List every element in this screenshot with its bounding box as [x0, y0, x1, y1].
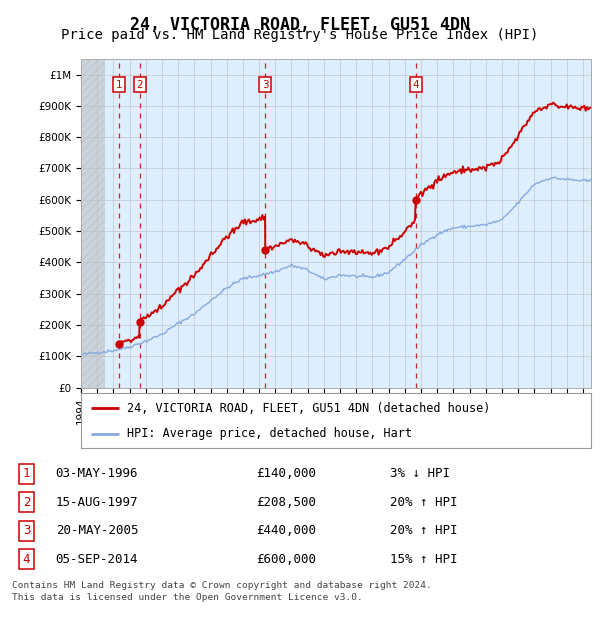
- Bar: [81, 59, 105, 388]
- Text: 4: 4: [23, 553, 30, 565]
- Text: This data is licensed under the Open Government Licence v3.0.: This data is licensed under the Open Gov…: [12, 593, 363, 603]
- Text: £440,000: £440,000: [256, 525, 316, 537]
- Text: 2: 2: [136, 79, 143, 89]
- Text: 4: 4: [412, 79, 419, 89]
- Text: 20% ↑ HPI: 20% ↑ HPI: [391, 525, 458, 537]
- Text: 24, VICTORIA ROAD, FLEET, GU51 4DN (detached house): 24, VICTORIA ROAD, FLEET, GU51 4DN (deta…: [127, 402, 490, 415]
- Text: 1: 1: [23, 467, 30, 480]
- Text: 3: 3: [262, 79, 269, 89]
- FancyBboxPatch shape: [81, 393, 591, 448]
- Text: 20-MAY-2005: 20-MAY-2005: [56, 525, 138, 537]
- Text: 3: 3: [23, 525, 30, 537]
- Text: 03-MAY-1996: 03-MAY-1996: [56, 467, 138, 480]
- Text: 05-SEP-2014: 05-SEP-2014: [56, 553, 138, 565]
- Text: 3% ↓ HPI: 3% ↓ HPI: [391, 467, 450, 480]
- Text: HPI: Average price, detached house, Hart: HPI: Average price, detached house, Hart: [127, 428, 412, 440]
- Text: 15% ↑ HPI: 15% ↑ HPI: [391, 553, 458, 565]
- Text: 24, VICTORIA ROAD, FLEET, GU51 4DN: 24, VICTORIA ROAD, FLEET, GU51 4DN: [130, 16, 470, 34]
- Text: £600,000: £600,000: [256, 553, 316, 565]
- Text: 15-AUG-1997: 15-AUG-1997: [56, 496, 138, 508]
- Text: £140,000: £140,000: [256, 467, 316, 480]
- Text: £208,500: £208,500: [256, 496, 316, 508]
- Text: 20% ↑ HPI: 20% ↑ HPI: [391, 496, 458, 508]
- Text: 2: 2: [23, 496, 30, 508]
- Text: Contains HM Land Registry data © Crown copyright and database right 2024.: Contains HM Land Registry data © Crown c…: [12, 581, 432, 590]
- Text: Price paid vs. HM Land Registry's House Price Index (HPI): Price paid vs. HM Land Registry's House …: [61, 28, 539, 42]
- Text: 1: 1: [116, 79, 122, 89]
